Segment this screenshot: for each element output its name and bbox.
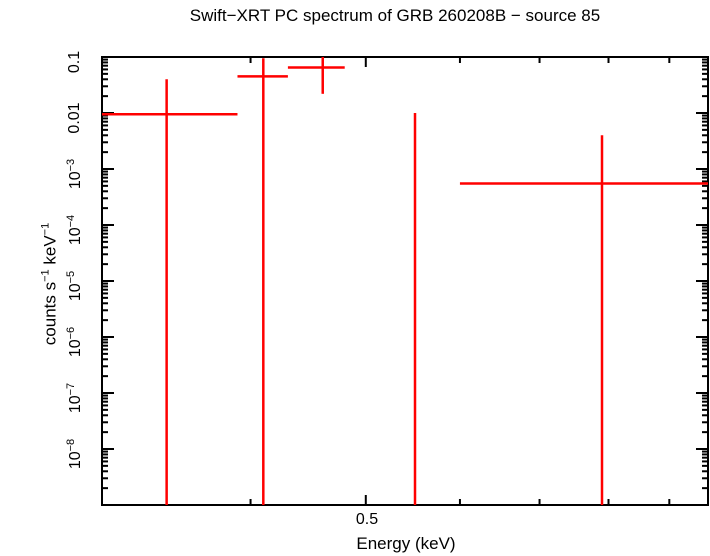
y-tick-label-1e-5: 10−5 [64, 270, 85, 302]
y-tick-label-0.1: 0.1 [66, 50, 83, 74]
y-tick-label-1e-8: 10−8 [64, 438, 85, 470]
data-points [102, 57, 708, 505]
y-tick-label-1e-7: 10−7 [64, 382, 85, 414]
y-tick-label-1e-6: 10−6 [64, 326, 85, 358]
y-axis-label: counts s−1 keV−1 [39, 222, 60, 346]
data-point [287, 57, 345, 94]
x-axis-label: Energy (keV) [356, 534, 456, 553]
data-point [102, 79, 238, 505]
y-tick-label-1e-4: 10−4 [64, 214, 85, 246]
y-tick-label-1e-3: 10−3 [64, 158, 85, 190]
chart-title: Swift−XRT PC spectrum of GRB 260208B − s… [189, 6, 601, 25]
x-tick-label-0.5: 0.5 [355, 511, 379, 528]
data-point [459, 135, 708, 505]
y-tick-label-0.01: 0.01 [66, 102, 83, 134]
plot-frame [101, 56, 709, 506]
y-axis-ticks [102, 56, 708, 506]
data-point [237, 58, 288, 505]
x-axis-ticks [249, 57, 671, 505]
